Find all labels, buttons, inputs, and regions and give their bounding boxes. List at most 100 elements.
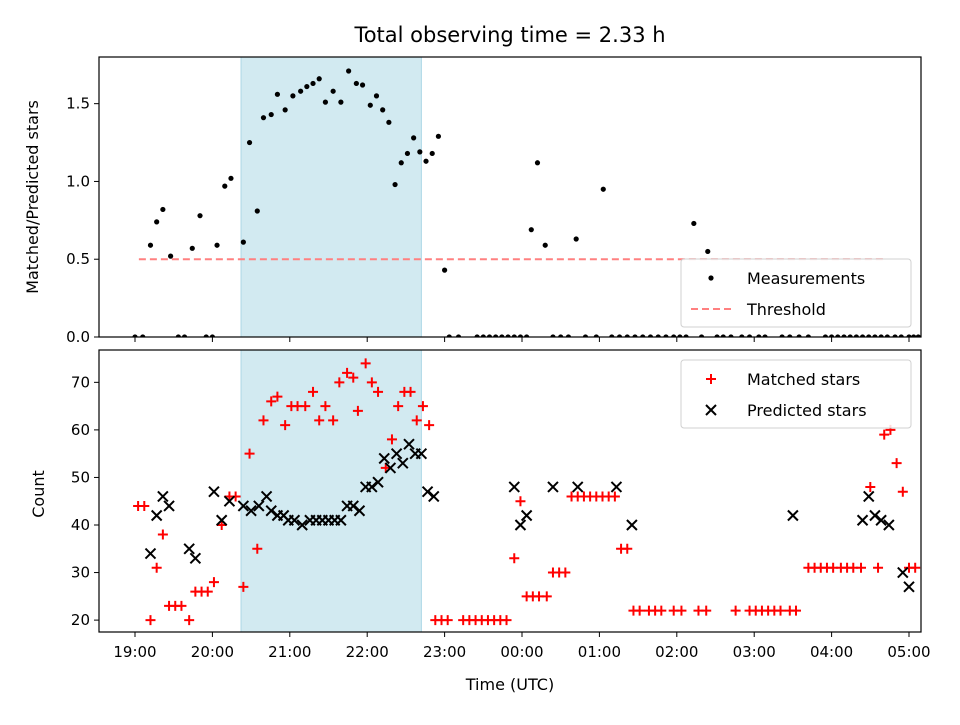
matched-star-point — [541, 591, 552, 602]
matched-star-point — [730, 605, 741, 616]
matched-star-point — [184, 615, 195, 626]
matched-star-point — [328, 415, 339, 426]
matched-star-point — [230, 491, 241, 502]
predicted-star-point — [572, 481, 584, 493]
predicted-star-point — [421, 486, 434, 498]
measurement-point — [835, 334, 841, 337]
measurement-point — [528, 227, 534, 233]
predicted-star-point — [415, 447, 428, 460]
legend-predicted-marker — [705, 404, 717, 416]
matched-star-point — [145, 615, 156, 626]
data-marks — [132, 68, 921, 337]
x-tick-label: 05:00 — [887, 643, 930, 661]
predicted-star-point — [335, 514, 347, 526]
matched-star-point — [280, 420, 291, 431]
matched-star-point — [272, 391, 283, 402]
measurement-point — [260, 115, 267, 121]
matched-star-point — [873, 562, 884, 573]
measurement-point — [304, 83, 310, 90]
measurement-point — [756, 334, 762, 337]
measurement-point — [423, 158, 429, 164]
measurement-point — [455, 334, 462, 337]
measurement-point — [282, 107, 288, 113]
y-tick-label: 1.5 — [66, 95, 90, 113]
matched-star-point — [856, 562, 867, 573]
matched-star-point — [656, 605, 667, 616]
measurement-point — [160, 206, 166, 213]
x-tick-label: 22:00 — [346, 643, 389, 661]
measurement-point — [829, 334, 835, 337]
measurement-point — [268, 111, 274, 118]
matched-star-point — [609, 491, 620, 502]
measurement-point — [203, 334, 209, 337]
matched-star-point — [386, 434, 397, 445]
measurement-point — [884, 334, 890, 337]
measurement-point — [640, 334, 646, 337]
legend-box — [680, 359, 912, 429]
matched-star-point — [348, 372, 359, 383]
measurement-point — [429, 150, 435, 157]
matched-star-point — [352, 405, 363, 416]
measurement-point — [398, 160, 404, 166]
predicted-star-point — [215, 514, 228, 526]
measurement-point — [435, 133, 442, 139]
measurement-point — [853, 334, 859, 337]
legend-label: Matched stars — [747, 370, 860, 389]
measurement-point — [582, 334, 589, 337]
matched-star-point — [366, 377, 377, 388]
matched-star-point — [442, 615, 453, 626]
measurement-point — [380, 107, 386, 113]
measurement-point — [600, 186, 606, 192]
predicted-star-point — [897, 566, 909, 579]
y-tick-label: 0.5 — [66, 250, 90, 268]
measurement-point — [593, 334, 599, 337]
y-tick-label: 40 — [71, 516, 90, 534]
measurement-point — [632, 334, 638, 337]
measurement-point — [866, 334, 872, 337]
x-tick-label: 01:00 — [578, 643, 621, 661]
measurement-point — [805, 334, 811, 337]
predicted-star-point — [347, 500, 359, 512]
figure-title: Total observing time = 2.33 h — [353, 23, 665, 47]
measurement-point — [663, 334, 669, 337]
predicted-star-point — [183, 543, 195, 555]
matched-star-point — [157, 529, 168, 540]
predicted-star-point — [508, 481, 520, 493]
measurement-point — [872, 334, 878, 337]
matched-star-point — [342, 367, 353, 378]
observing-window-band — [240, 349, 422, 633]
legend: Measurements Threshold — [680, 258, 912, 328]
matched-star-point — [790, 605, 801, 616]
measurement-point — [671, 334, 677, 337]
measurement-point — [486, 334, 493, 337]
measurement-point — [558, 334, 564, 337]
measurement-point — [392, 181, 398, 188]
measurement-point — [240, 239, 246, 245]
measurement-point — [132, 334, 138, 337]
predicted-star-point — [390, 447, 403, 460]
measurement-point — [316, 76, 322, 82]
y-tick-label: 0.0 — [66, 328, 90, 346]
matched-star-point — [865, 481, 876, 492]
matched-star-point — [891, 458, 902, 469]
measurement-point — [609, 334, 615, 337]
predicted-star-point — [384, 462, 397, 474]
matched-star-point — [501, 615, 512, 626]
measurement-point — [222, 183, 228, 189]
predicted-star-point — [428, 490, 440, 503]
predicted-star-point — [520, 509, 533, 522]
measurement-point — [565, 334, 572, 337]
x-tick-label: 04:00 — [810, 643, 853, 661]
matched-star-point — [320, 401, 331, 412]
measurement-point — [197, 213, 203, 219]
predicted-star-point — [403, 438, 415, 450]
top-y-axis-label: Matched/Predicted stars — [23, 100, 42, 294]
x-tick-label: 00:00 — [500, 643, 543, 661]
legend-box — [680, 258, 912, 328]
predicted-star-point — [189, 552, 202, 564]
predicted-star-point — [245, 505, 257, 517]
predicted-star-point — [260, 490, 273, 503]
measurement-point — [746, 334, 753, 337]
matched-star-point — [334, 377, 345, 388]
